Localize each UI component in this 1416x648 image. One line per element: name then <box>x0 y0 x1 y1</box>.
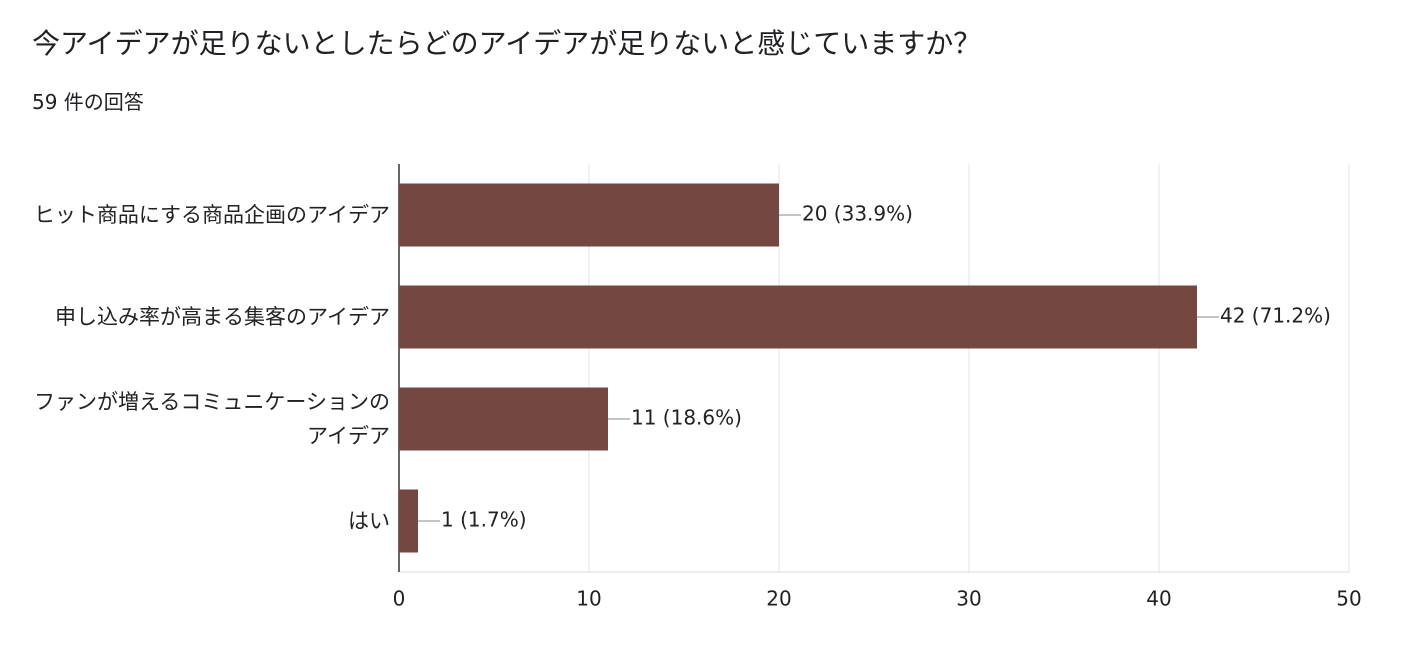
x-tick-label: 40 <box>1146 587 1171 611</box>
bar <box>399 285 1197 349</box>
x-tick-label: 30 <box>956 587 981 611</box>
y-tick-label: ヒット商品にする商品企画のアイデア <box>33 203 390 227</box>
value-label: 20 (33.9%) <box>802 202 913 226</box>
chart-title: 今アイデアが足りないとしたらどのアイデアが足りないと感じていますか？ <box>32 27 982 60</box>
y-tick-label: 申し込み率が高まる集客のアイデア <box>55 305 390 329</box>
y-tick-label: はい <box>348 509 390 533</box>
bar <box>399 183 779 247</box>
value-label: 1 (1.7%) <box>441 508 527 532</box>
x-tick-label: 0 <box>393 587 406 611</box>
x-tick-label: 10 <box>576 587 601 611</box>
value-label: 42 (71.2%) <box>1220 304 1331 328</box>
chart-subtitle: 59 件の回答 <box>32 90 144 114</box>
x-tick-label: 50 <box>1336 587 1361 611</box>
bar <box>399 489 418 553</box>
value-label: 11 (18.6%) <box>631 406 742 430</box>
x-tick-label: 20 <box>766 587 791 611</box>
y-tick-label: ファンが増えるコミュニケーションのアイデア <box>34 390 390 448</box>
bar <box>399 387 608 451</box>
